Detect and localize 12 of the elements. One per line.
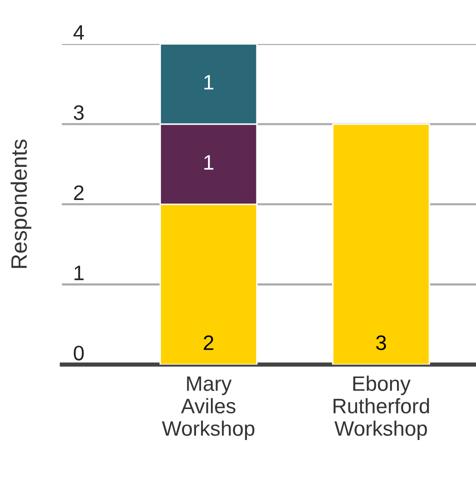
y-tick-label: 2 [74,185,84,200]
data-label: 1 [204,155,214,170]
y-tick-label: 3 [74,105,84,120]
y-axis-title: Respondents [10,140,32,268]
x-tick-label: Ebony Rutherford Workshop [334,376,429,440]
data-label: 2 [204,335,214,350]
y-tick-label: 1 [74,266,84,280]
data-label: 1 [204,75,214,90]
data-label: 3 [376,335,386,350]
y-tick-label: 4 [73,25,84,40]
y-tick-label: 0 [74,346,84,360]
x-tick-label: Mary Aviles Workshop [162,376,254,440]
